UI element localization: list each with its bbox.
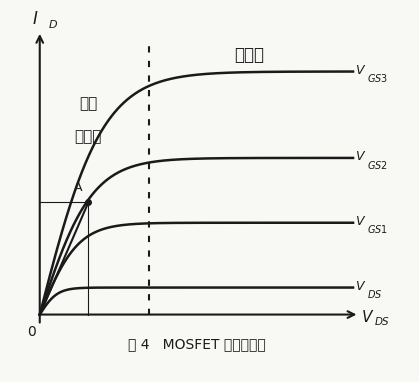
- Text: $\mathit{V}$: $\mathit{V}$: [354, 215, 366, 228]
- Text: $\mathit{GS3}$: $\mathit{GS3}$: [367, 72, 388, 84]
- Text: 可变: 可变: [79, 96, 98, 112]
- Text: 0: 0: [28, 325, 36, 339]
- Text: $\mathit{V}$: $\mathit{V}$: [354, 64, 366, 77]
- Text: $\mathit{V}$: $\mathit{V}$: [361, 309, 374, 325]
- Text: $\mathit{GS1}$: $\mathit{GS1}$: [367, 223, 388, 235]
- Text: $\mathit{V}$: $\mathit{V}$: [354, 280, 366, 293]
- Text: 图 4   MOSFET 的特性曲线: 图 4 MOSFET 的特性曲线: [127, 338, 265, 351]
- Text: $\mathit{GS2}$: $\mathit{GS2}$: [367, 159, 388, 171]
- Text: $\mathit{DS}$: $\mathit{DS}$: [367, 288, 383, 300]
- Text: $\mathit{V}$: $\mathit{V}$: [354, 150, 366, 163]
- Text: 电阻区: 电阻区: [75, 129, 102, 144]
- Text: $\mathit{DS}$: $\mathit{DS}$: [374, 315, 391, 327]
- Text: $\mathit{D}$: $\mathit{D}$: [48, 18, 57, 30]
- Text: A: A: [74, 181, 82, 194]
- Text: 恒流区: 恒流区: [235, 46, 265, 64]
- Text: $\mathit{I}$: $\mathit{I}$: [32, 10, 38, 28]
